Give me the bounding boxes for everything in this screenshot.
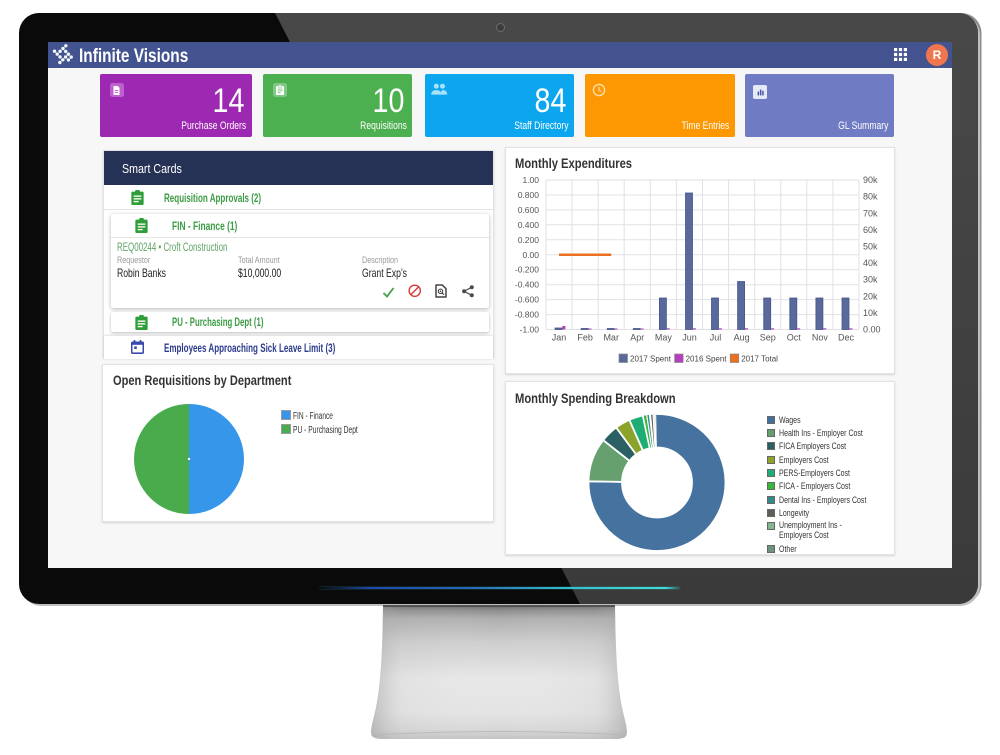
svg-text:90k: 90k xyxy=(863,175,878,185)
svg-text:Jun: Jun xyxy=(682,333,697,343)
svg-text:0.200: 0.200 xyxy=(518,235,540,245)
svg-text:1.00: 1.00 xyxy=(522,175,539,185)
svg-text:60k: 60k xyxy=(863,225,878,235)
svg-text:2017 Spent: 2017 Spent xyxy=(630,355,672,364)
svg-text:Jul: Jul xyxy=(710,333,722,343)
svg-text:-0.400: -0.400 xyxy=(515,280,539,290)
svg-text:0.800: 0.800 xyxy=(518,190,540,200)
svg-text:Jan: Jan xyxy=(552,333,567,343)
svg-text:20k: 20k xyxy=(863,291,878,301)
svg-text:40k: 40k xyxy=(863,258,878,268)
svg-text:0.00: 0.00 xyxy=(863,325,881,335)
svg-text:-0.200: -0.200 xyxy=(515,265,539,275)
svg-text:2016 Spent: 2016 Spent xyxy=(686,355,728,364)
svg-text:80k: 80k xyxy=(863,192,878,202)
svg-text:70k: 70k xyxy=(863,208,878,218)
svg-text:10k: 10k xyxy=(863,308,878,318)
svg-text:Apr: Apr xyxy=(630,333,644,343)
svg-text:Dec: Dec xyxy=(838,333,855,343)
svg-text:50k: 50k xyxy=(863,242,878,252)
svg-text:30k: 30k xyxy=(863,275,878,285)
svg-text:0.00: 0.00 xyxy=(522,250,539,260)
svg-text:Oct: Oct xyxy=(787,333,802,343)
svg-text:Mar: Mar xyxy=(603,333,619,343)
svg-text:-1.00: -1.00 xyxy=(520,325,540,335)
svg-text:Nov: Nov xyxy=(812,333,829,343)
svg-text:Sep: Sep xyxy=(760,333,776,343)
svg-text:0.600: 0.600 xyxy=(518,205,540,215)
svg-text:May: May xyxy=(655,333,673,343)
svg-text:-0.800: -0.800 xyxy=(515,310,539,320)
svg-text:Feb: Feb xyxy=(577,333,593,343)
svg-text:0.400: 0.400 xyxy=(518,220,540,230)
svg-text:-0.600: -0.600 xyxy=(515,295,539,305)
svg-text:Aug: Aug xyxy=(734,333,750,343)
svg-text:2017 Total: 2017 Total xyxy=(741,355,778,364)
